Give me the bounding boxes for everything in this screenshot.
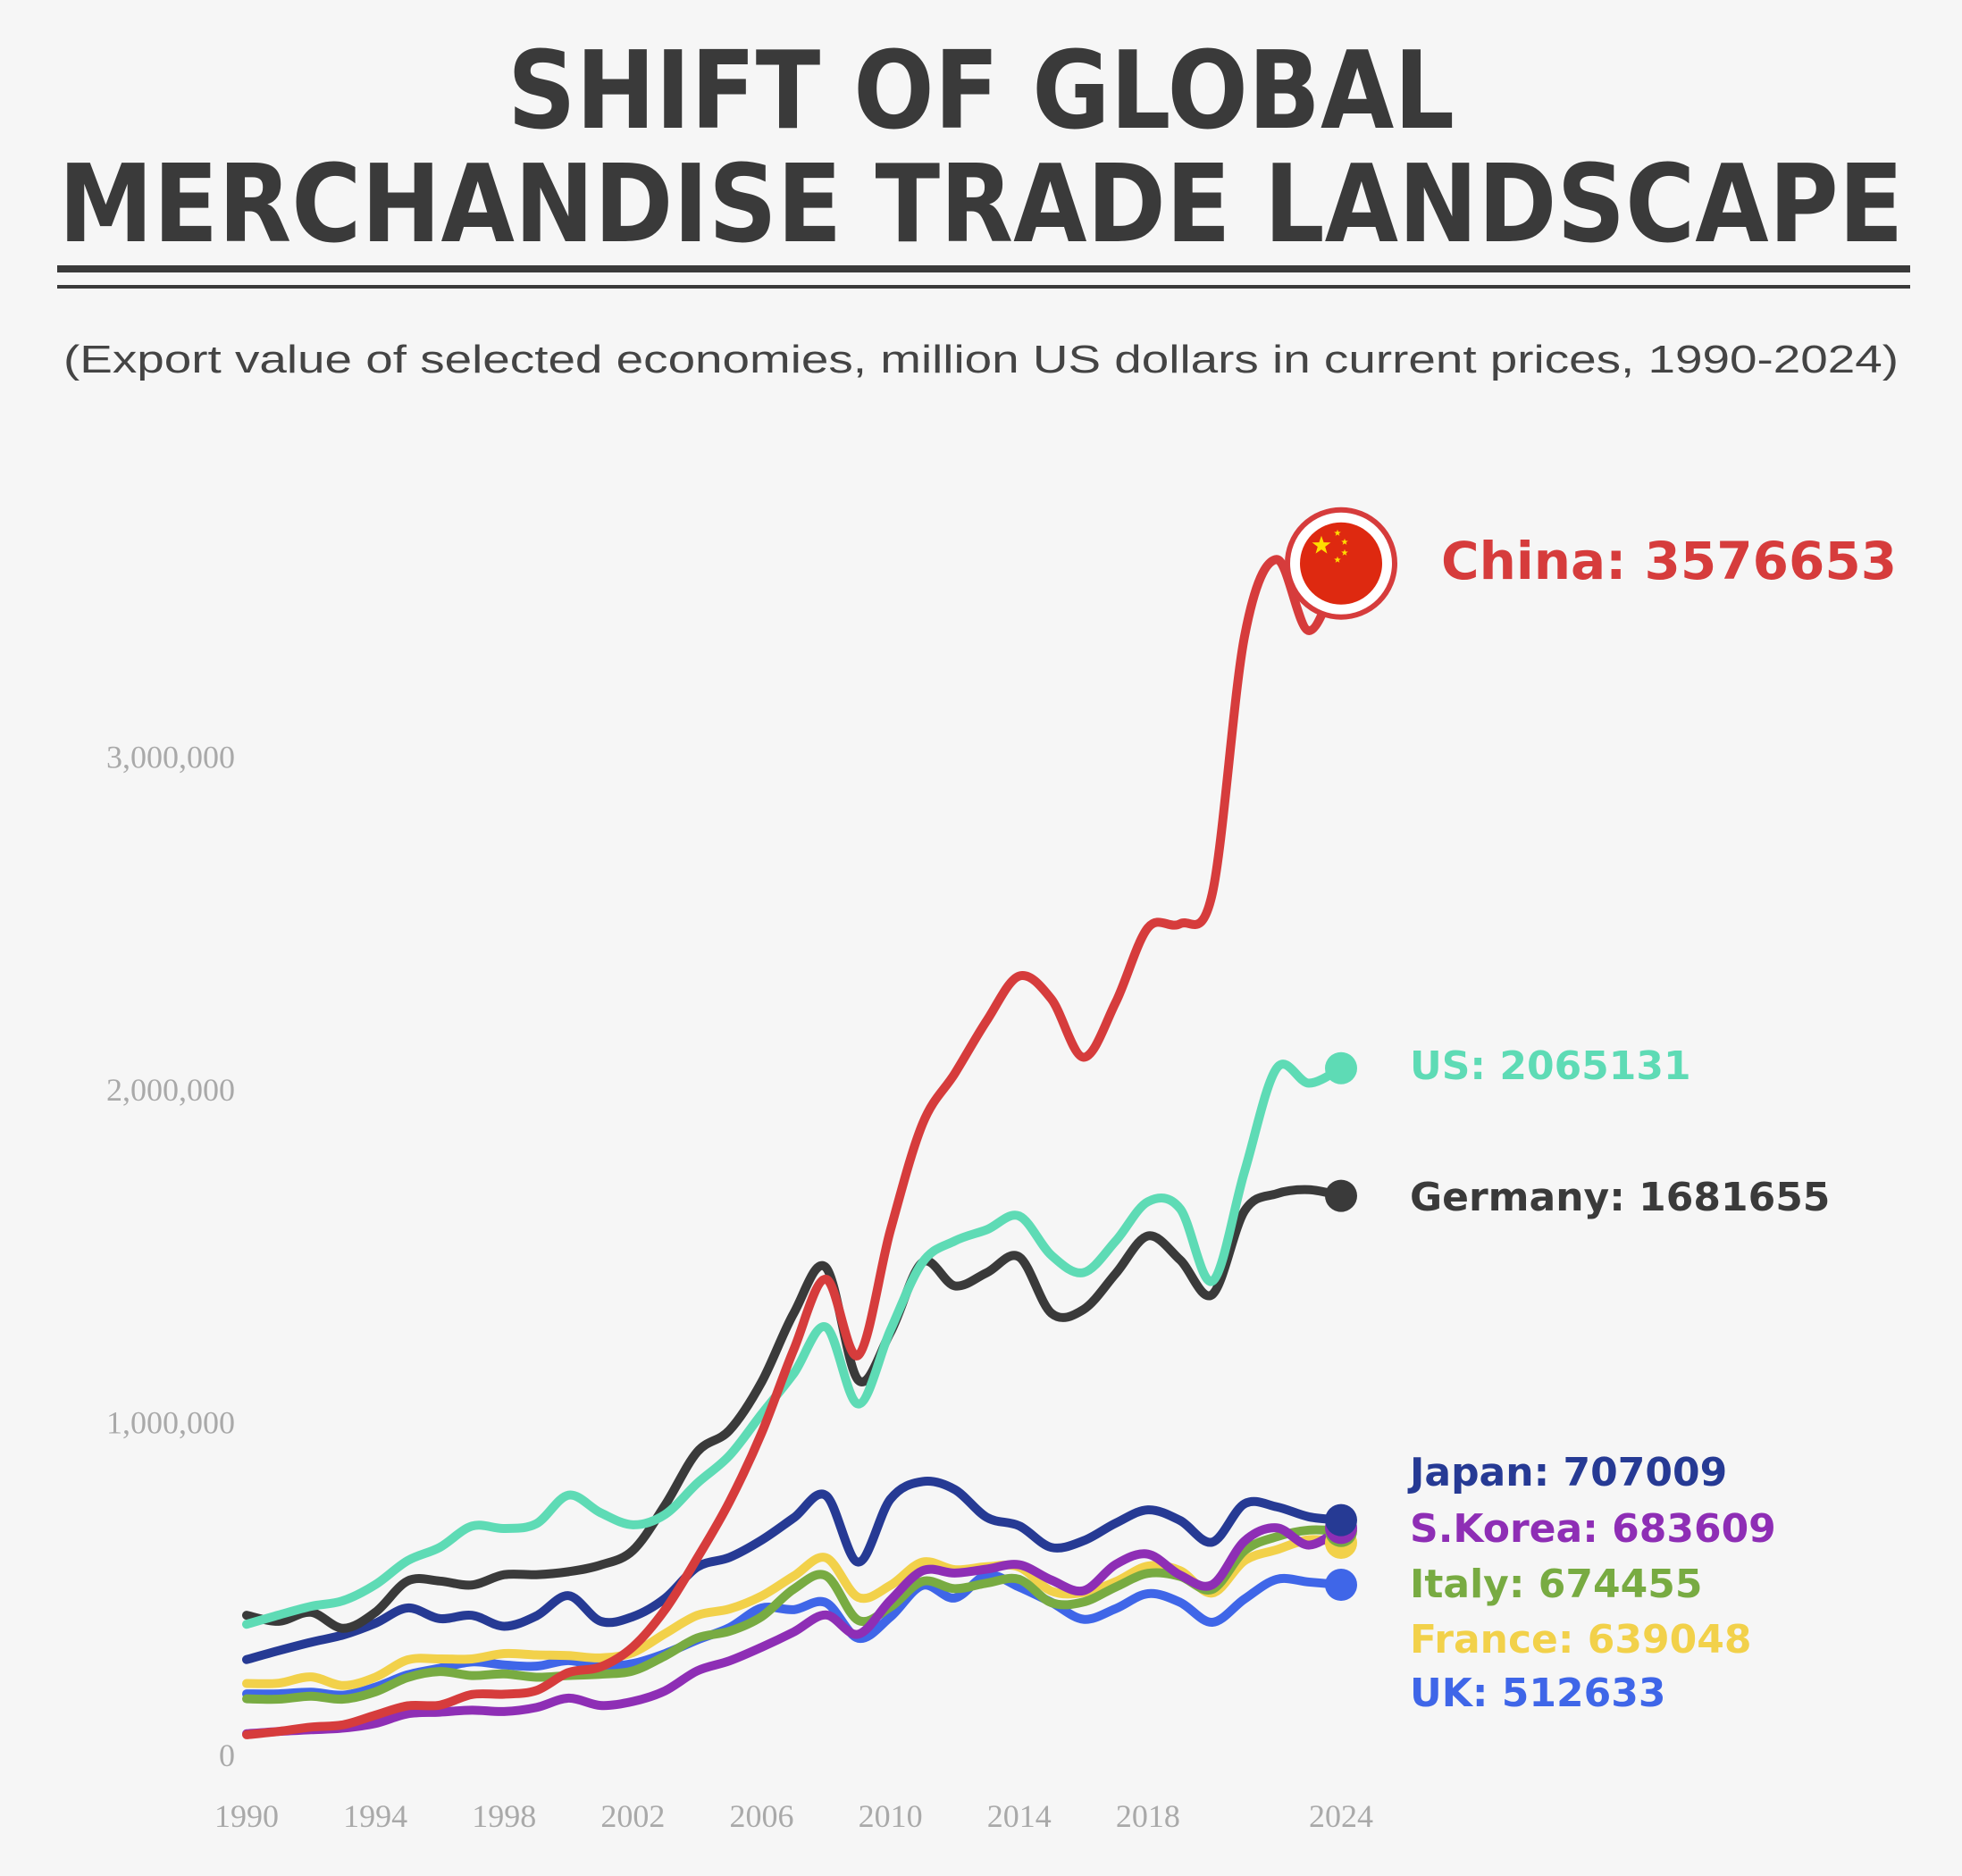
- series-label-skorea: S.Korea: 683609: [1410, 1506, 1776, 1552]
- x-tick-label: 1994: [343, 1798, 407, 1834]
- series-label-italy: Italy: 674455: [1410, 1562, 1702, 1607]
- y-axis: 0 1,000,000 2,000,000 3,000,000: [106, 740, 235, 1774]
- end-dot-uk: [1325, 1569, 1357, 1602]
- series-label-us: US: 2065131: [1410, 1043, 1691, 1089]
- series-line-china: [242, 555, 1346, 1739]
- y-tick-label: 1,000,000: [106, 1405, 235, 1441]
- end-dot-germany: [1325, 1179, 1357, 1212]
- title-rule-thin: [57, 285, 1910, 289]
- series-label-uk: UK: 512633: [1410, 1671, 1665, 1716]
- x-tick-label: 2002: [600, 1798, 665, 1834]
- series-label-france: France: 639048: [1410, 1617, 1752, 1662]
- x-tick-label: 2014: [987, 1798, 1052, 1834]
- x-tick-label: 1990: [214, 1798, 279, 1834]
- x-tick-label: 2018: [1116, 1798, 1180, 1834]
- series-line-france: [242, 1535, 1346, 1690]
- subtitle: (Export value of selected economies, mil…: [63, 338, 1899, 381]
- x-axis: 1990 1994 1998 2002 2006 2010 2014 2018 2024: [214, 1798, 1373, 1834]
- series-label-japan: Japan: 707009: [1407, 1450, 1727, 1495]
- series-line-us: [242, 1059, 1346, 1629]
- series-line-skorea: [242, 1523, 1346, 1738]
- y-tick-label: 2,000,000: [106, 1072, 235, 1108]
- series-line-japan: [242, 1477, 1346, 1664]
- end-dot-us: [1325, 1051, 1357, 1085]
- title-line-2: MERCHANDISE TRADE LANDSCAPE: [59, 143, 1904, 267]
- title-rule-thick: [57, 265, 1910, 272]
- series-line-germany: [242, 1185, 1346, 1633]
- x-tick-label: 2006: [729, 1798, 793, 1834]
- y-tick-label: 0: [219, 1738, 235, 1773]
- title-line-1: SHIFT OF GLOBAL: [507, 29, 1455, 154]
- x-tick-label: 2010: [859, 1798, 923, 1834]
- y-tick-label: 3,000,000: [106, 740, 235, 775]
- series-line-italy: [242, 1525, 1346, 1704]
- end-dot-japan: [1325, 1503, 1357, 1537]
- x-tick-label: 2024: [1309, 1798, 1373, 1834]
- series-label-china: China: 3576653: [1441, 531, 1897, 591]
- series-labels: UK: 512633 France: 639048 Italy: 674455 S.K…: [1285, 507, 1897, 1716]
- x-tick-label: 1998: [472, 1798, 536, 1834]
- series-lines: [242, 555, 1346, 1739]
- china-flag-icon: [1285, 507, 1397, 620]
- series-label-germany: Germany: 1681655: [1410, 1175, 1830, 1220]
